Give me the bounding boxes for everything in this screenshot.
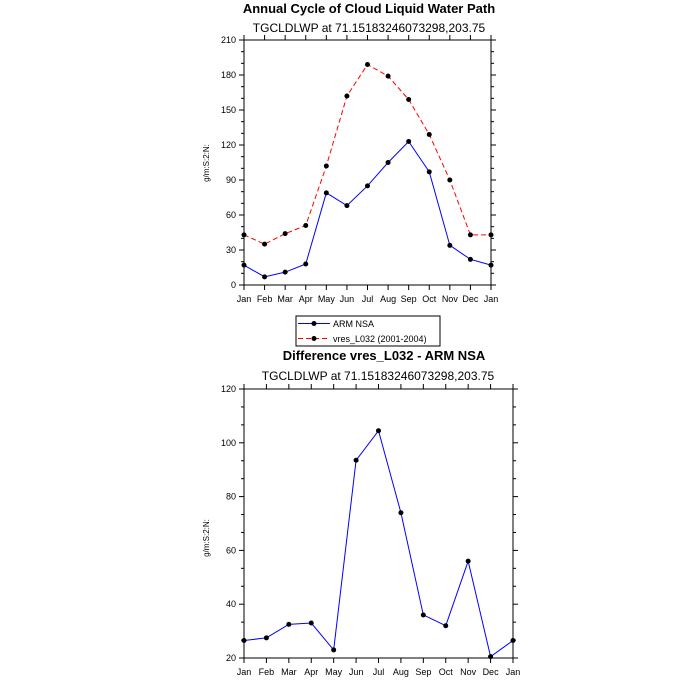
chart1-title: Annual Cycle of Cloud Liquid Water Path — [243, 1, 495, 16]
chart2-x-tick-label: Aug — [393, 667, 409, 677]
chart1-data-point — [365, 62, 370, 67]
chart1-data-point — [303, 261, 309, 267]
chart1-x-tick-label: May — [318, 294, 336, 304]
chart2-data-point — [331, 647, 337, 653]
chart1-x-tick-label: Nov — [442, 294, 459, 304]
chart1-data-point — [282, 231, 288, 237]
chart1-x-tick-label: Jan — [484, 294, 499, 304]
chart2-x-tick-label: Jan — [506, 667, 521, 677]
chart1-data-point — [385, 73, 391, 79]
chart2-x-tick-label: Jan — [237, 667, 252, 677]
chart2-data-point — [443, 623, 449, 629]
chart2-data-point — [353, 457, 359, 463]
chart2-x-tick-label: Feb — [259, 667, 275, 677]
chart2-y-tick-label: 40 — [226, 599, 236, 609]
chart2-series-line-1 — [243, 429, 514, 658]
chart2-x-tick-label: Apr — [304, 667, 318, 677]
chart1-x-tick-label: Jun — [340, 294, 355, 304]
chart2-x-tick-label: Oct — [439, 667, 454, 677]
chart1-data-point — [323, 163, 329, 169]
chart2-y-tick-label: 60 — [226, 545, 236, 555]
chart1-plot: 0 30 60 90 120 150 180 210 Jan Feb Mar Apr May Jun Jul… — [221, 35, 498, 304]
chart2-x-tick-label: Mar — [281, 667, 297, 677]
chart1-data-point — [262, 241, 268, 247]
chart1-series-line-1 — [243, 140, 492, 278]
chart1-y-tick-label: 30 — [226, 245, 236, 255]
chart2-x-tick-label: May — [325, 667, 343, 677]
chart2-y-tick-label: 120 — [221, 384, 236, 394]
legend-label-arm-nsa: ARM NSA — [333, 319, 374, 329]
chart1-data-point — [406, 139, 412, 144]
chart1-data-point — [488, 232, 494, 238]
chart1-data-point — [488, 262, 494, 268]
chart1-y-tick-label: 180 — [221, 70, 236, 80]
chart1-y-tick-label: 60 — [226, 210, 236, 220]
chart1-x-tick-label: Mar — [277, 294, 293, 304]
chart2-y-axis-label: g/m:S:2:N: — [202, 519, 211, 557]
chart1-data-point — [365, 183, 370, 189]
chart1-x-tick-label: Dec — [462, 294, 479, 304]
chart2-data-point — [398, 510, 404, 516]
chart2-subtitle: TGCLDLWP at 71.15183246073298,203.75 — [262, 369, 495, 383]
chart1-data-point — [426, 169, 432, 175]
chart2-data-point — [420, 612, 426, 618]
legend-label-vres-l032: vres_L032 (2001-2004) — [333, 334, 427, 344]
chart2-data-point — [263, 635, 269, 641]
chart2-x-tick-label: Jun — [349, 667, 364, 677]
legend-box — [295, 315, 441, 347]
chart2-data-point — [241, 638, 247, 644]
chart1-data-point — [426, 132, 432, 137]
chart1-data-point — [467, 232, 473, 238]
chart2-x-tick-label: Dec — [483, 667, 500, 677]
chart1-data-point — [344, 93, 350, 99]
chart1-y-tick-label: 0 — [231, 280, 236, 290]
chart1-data-point — [303, 223, 309, 228]
chart1-x-tick-label: Apr — [299, 294, 313, 304]
chart1-data-point — [467, 256, 473, 262]
chart1-data-point — [447, 177, 453, 183]
chart1-legend: ARM NSA vres_L032 (2001-2004) — [295, 315, 441, 347]
chart2-x-tick-label: Jul — [373, 667, 385, 677]
chart1-data-point — [344, 203, 350, 209]
chart1-y-tick-label: 120 — [221, 140, 236, 150]
chart1-y-tick-label: 210 — [221, 35, 236, 45]
chart1-x-tick-label: Sep — [401, 294, 417, 304]
chart1-data-point — [385, 160, 391, 165]
chart1-data-point — [262, 274, 268, 280]
chart1-x-tick-label: Oct — [422, 294, 437, 304]
chart1-x-tick-label: Jul — [362, 294, 374, 304]
chart2-data-point — [286, 621, 292, 627]
chart1-data-point — [241, 232, 247, 238]
chart1-data-point — [323, 190, 329, 196]
chart1-data-point — [282, 269, 288, 275]
chart2-plot: 20 40 60 80 100 120 Jan Feb Mar Apr May Jun Jul Aug Se… — [221, 384, 520, 677]
legend-marker-vres-l032 — [311, 336, 317, 341]
chart1-y-tick-label: 150 — [221, 105, 236, 115]
chart1-x-tick-label: Feb — [257, 294, 273, 304]
chart2-data-point — [465, 558, 471, 564]
chart2-y-tick-label: 100 — [221, 438, 236, 448]
chart1-series-line-2 — [243, 63, 491, 245]
chart2-x-tick-label: Sep — [415, 667, 431, 677]
chart2-title: Difference vres_L032 - ARM NSA — [283, 348, 486, 363]
chart2-x-tick-label: Nov — [460, 667, 477, 677]
chart2-y-tick-label: 20 — [226, 653, 236, 663]
chart1-data-point — [447, 242, 453, 248]
chart2-data-point — [488, 654, 494, 660]
legend-marker-arm-nsa — [311, 321, 317, 326]
chart1-subtitle: TGCLDLWP at 71.15183246073298,203.75 — [253, 21, 486, 35]
chart1-data-point — [406, 97, 412, 102]
chart1-data-point — [241, 262, 247, 268]
chart1-x-tick-label: Jan — [237, 294, 252, 304]
chart1-y-axis-label: g/m:S:2:N: — [202, 144, 211, 182]
chart2-y-tick-label: 80 — [226, 492, 236, 502]
chart2-data-point — [510, 638, 516, 644]
chart1-y-tick-label: 90 — [226, 175, 236, 185]
chart1-x-tick-label: Aug — [380, 294, 396, 304]
chart2-data-point — [308, 620, 314, 626]
chart2-data-point — [376, 428, 381, 434]
